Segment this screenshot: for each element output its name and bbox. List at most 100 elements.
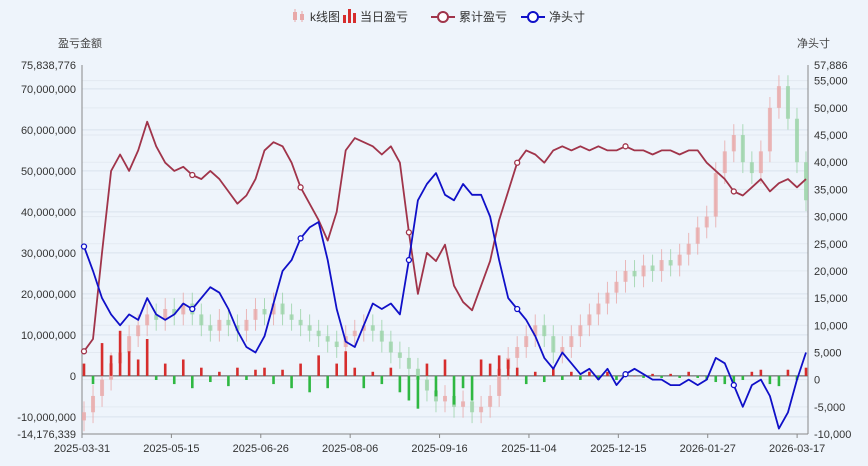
bar-icon [343,9,356,23]
kline-candle [668,260,673,266]
cumulative-pnl-point [514,159,521,166]
x-tick-label: 2025-08-06 [322,443,378,455]
kline-candle [569,336,574,348]
daily-pnl-bar [479,359,483,376]
kline-candle [415,368,420,380]
daily-pnl-bar [660,375,663,378]
daily-pnl-bar [425,363,429,376]
daily-pnl-bar [236,367,239,376]
kline-candle [379,330,384,342]
kline-candle [740,135,745,163]
right-tick-label: -5,000 [814,402,845,414]
daily-pnl-bar [642,375,645,378]
left-tick-label: 0 [70,371,76,383]
kline-candle [388,341,393,353]
net-position-line [83,172,807,430]
net-position-point [297,235,304,242]
right-axis: -10,000 -5,000 0 5,000 10,000 15,000 20,000 25,… [814,60,851,441]
daily-pnl-bar [678,375,681,378]
net-position-point [622,371,629,378]
kline-candle [533,325,538,337]
kline-candle [641,265,646,277]
kline-candle [289,314,294,320]
daily-pnl-bar [91,375,95,385]
daily-pnl-bar [109,355,113,376]
kline-candle [722,151,727,174]
daily-pnl-bar [100,343,104,376]
kline-candle [298,319,303,326]
daily-pnl-bar [326,375,329,389]
daily-pnl-bar [344,351,348,376]
kline-candle [560,347,565,353]
legend-item[interactable]: 净头寸 [521,10,585,24]
kline-candle [253,308,258,320]
daily-pnl-bar [768,375,772,385]
kline-candle [271,303,276,315]
legend[interactable]: k线图 当日盈亏 累计盈亏 净头寸 [293,9,585,24]
kline-candle [659,260,664,271]
legend-bar [353,13,356,23]
net-position-point [730,381,737,389]
daily-pnl-bar [633,375,636,377]
x-tick-label: 2025-12-15 [590,443,646,455]
daily-pnl-bar [227,375,230,387]
x-tick-label: 2025-11-04 [501,443,556,455]
kline-candle [172,308,177,315]
legend-bar [343,15,346,23]
legend-item[interactable]: 当日盈亏 [343,9,408,24]
kline-candle [551,336,556,353]
daily-pnl-bar [687,371,690,376]
daily-pnl-bar [407,375,411,401]
cumulative-pnl-point [730,188,737,195]
daily-pnl-bar [434,375,438,397]
kline-candle [713,173,718,217]
x-tick-label: 2026-01-27 [680,443,736,455]
right-tick-label: 50,000 [814,103,848,115]
daily-pnl-bar [172,375,176,385]
kline-candle [686,243,691,255]
kline-candle [677,254,682,266]
left-tick-label: -10,000,000 [17,412,76,424]
daily-pnl-bar [335,363,338,376]
kline-candle [695,227,700,244]
daily-pnl-bar [127,351,131,376]
daily-pnl-bar [497,355,501,376]
legend-item[interactable]: k线图 [293,9,340,24]
daily-pnl-bar [461,375,465,389]
daily-pnl-bar [579,375,582,380]
daily-pnl-bar [191,375,194,389]
cumulative-pnl-point [189,171,196,179]
kline-candle [524,336,529,348]
daily-pnl-bar [82,363,86,376]
daily-pnl-bar [606,371,609,376]
daily-pnl-bar [443,359,447,376]
kline-candle [650,265,655,271]
kline-candle [731,135,736,152]
daily-pnl-bar [533,371,537,376]
left-tick-label: 20,000,000 [21,289,76,301]
x-tick-label: 2025-03-31 [54,443,110,455]
daily-pnl-bar [181,359,185,376]
kline-candle [623,270,628,282]
right-tick-label: 20,000 [814,266,848,278]
kline-candle [262,308,267,315]
kline-candle [145,314,150,326]
legend-item[interactable]: 累计盈亏 [431,10,507,24]
kline-candle [316,330,321,337]
right-tick-label: 40,000 [814,157,848,169]
daily-pnl-bar [380,375,384,385]
kline-candle [424,379,429,391]
kline-candle [307,325,312,331]
kline-candle [479,406,484,413]
chart-grid [81,65,809,435]
daily-pnl-bar [317,355,320,376]
daily-pnl-bar [245,375,248,380]
kline-candle [443,395,447,402]
daily-pnl-bar [272,375,275,385]
right-tick-label: 55,000 [814,76,848,88]
legend-bar [348,9,351,23]
daily-pnl-bar [299,363,302,376]
daily-pnl-bar [651,373,654,376]
left-axis-title: 盈亏金额 [58,36,102,50]
daily-pnl-bar [371,371,375,376]
